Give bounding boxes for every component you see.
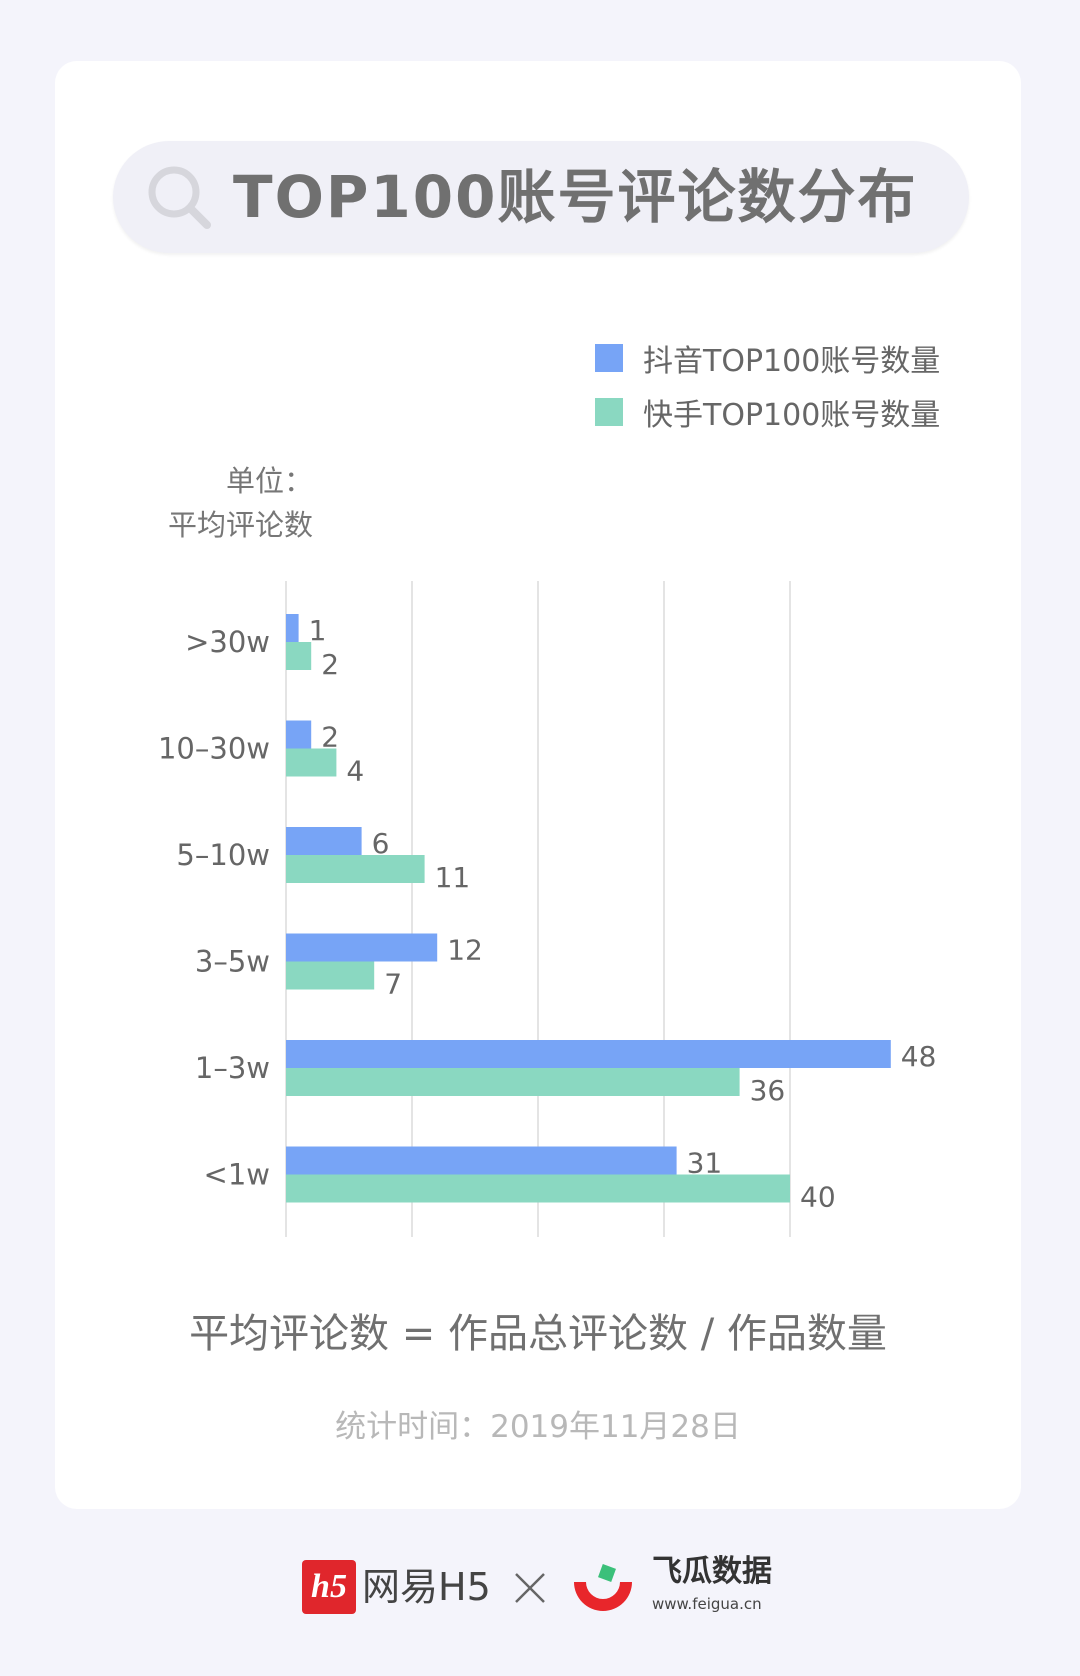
footer: h5 网易H5 飞瓜数据 www.feigua.cn	[0, 1550, 1080, 1630]
data-label: 2	[321, 648, 339, 681]
unit-label: 单位： 平均评论数	[168, 459, 313, 547]
feigua-url: www.feigua.cn	[652, 1595, 762, 1613]
bar-kuaishou	[286, 1174, 790, 1203]
legend-item-douyin: 抖音TOP100账号数量	[595, 331, 940, 385]
data-label: 48	[901, 1040, 937, 1073]
times-icon	[515, 1573, 545, 1603]
legend-label-douyin: 抖音TOP100账号数量	[643, 344, 941, 379]
feigua-logo-icon	[574, 1564, 632, 1611]
data-label: 40	[800, 1181, 836, 1214]
bar-douyin	[286, 933, 438, 962]
category-label: 3–5w	[195, 945, 270, 979]
legend-label-kuaishou: 快手TOP100账号数量	[643, 398, 941, 433]
bar-kuaishou	[286, 855, 425, 883]
page-title: TOP100账号评论数分布	[233, 163, 918, 231]
bar-kuaishou	[286, 1068, 740, 1096]
category-label: >30w	[185, 625, 270, 659]
stat-time: 统计时间：2019年11月28日	[335, 1409, 741, 1445]
data-label: 31	[687, 1147, 723, 1180]
data-label: 4	[346, 755, 364, 788]
data-label: 36	[750, 1074, 786, 1107]
bar-kuaishou	[286, 642, 312, 670]
data-label: 7	[384, 968, 402, 1001]
legend-swatch-douyin	[595, 344, 623, 372]
chart-legend: 抖音TOP100账号数量 快手TOP100账号数量	[595, 331, 940, 439]
formula-note: 平均评论数 = 作品总评论数 / 作品数量	[189, 1311, 887, 1357]
data-label: 11	[435, 861, 471, 894]
data-label: 12	[447, 934, 483, 967]
category-label: <1w	[204, 1158, 270, 1192]
chart-card: TOP100账号评论数分布 抖音TOP100账号数量 快手TOP100账号数量 …	[55, 61, 1021, 1509]
search-icon	[148, 166, 211, 229]
category-label: 10–30w	[158, 732, 270, 766]
feigua-name: 飞瓜数据	[652, 1554, 772, 1589]
data-label: 1	[309, 614, 327, 647]
bar-douyin	[286, 827, 362, 855]
legend-swatch-kuaishou	[595, 398, 623, 426]
title-search-bar: TOP100账号评论数分布	[113, 141, 969, 253]
bar-douyin	[286, 1146, 677, 1175]
bar-kuaishou	[286, 748, 337, 777]
bar-douyin	[286, 1040, 891, 1068]
category-label: 5–10w	[176, 838, 270, 872]
category-label: 1–3w	[195, 1051, 270, 1085]
netease-h5-logo-icon: h5	[302, 1560, 356, 1614]
bar-douyin	[286, 614, 299, 642]
netease-h5-name: 网易H5	[362, 1565, 491, 1609]
data-label: 6	[372, 827, 390, 860]
unit-label-line2: 平均评论数	[167, 508, 313, 542]
legend-item-kuaishou: 快手TOP100账号数量	[595, 385, 940, 439]
unit-label-line1: 单位：	[225, 464, 313, 498]
bar-kuaishou	[286, 961, 375, 990]
bar-douyin	[286, 720, 312, 749]
data-label: 2	[321, 721, 339, 754]
